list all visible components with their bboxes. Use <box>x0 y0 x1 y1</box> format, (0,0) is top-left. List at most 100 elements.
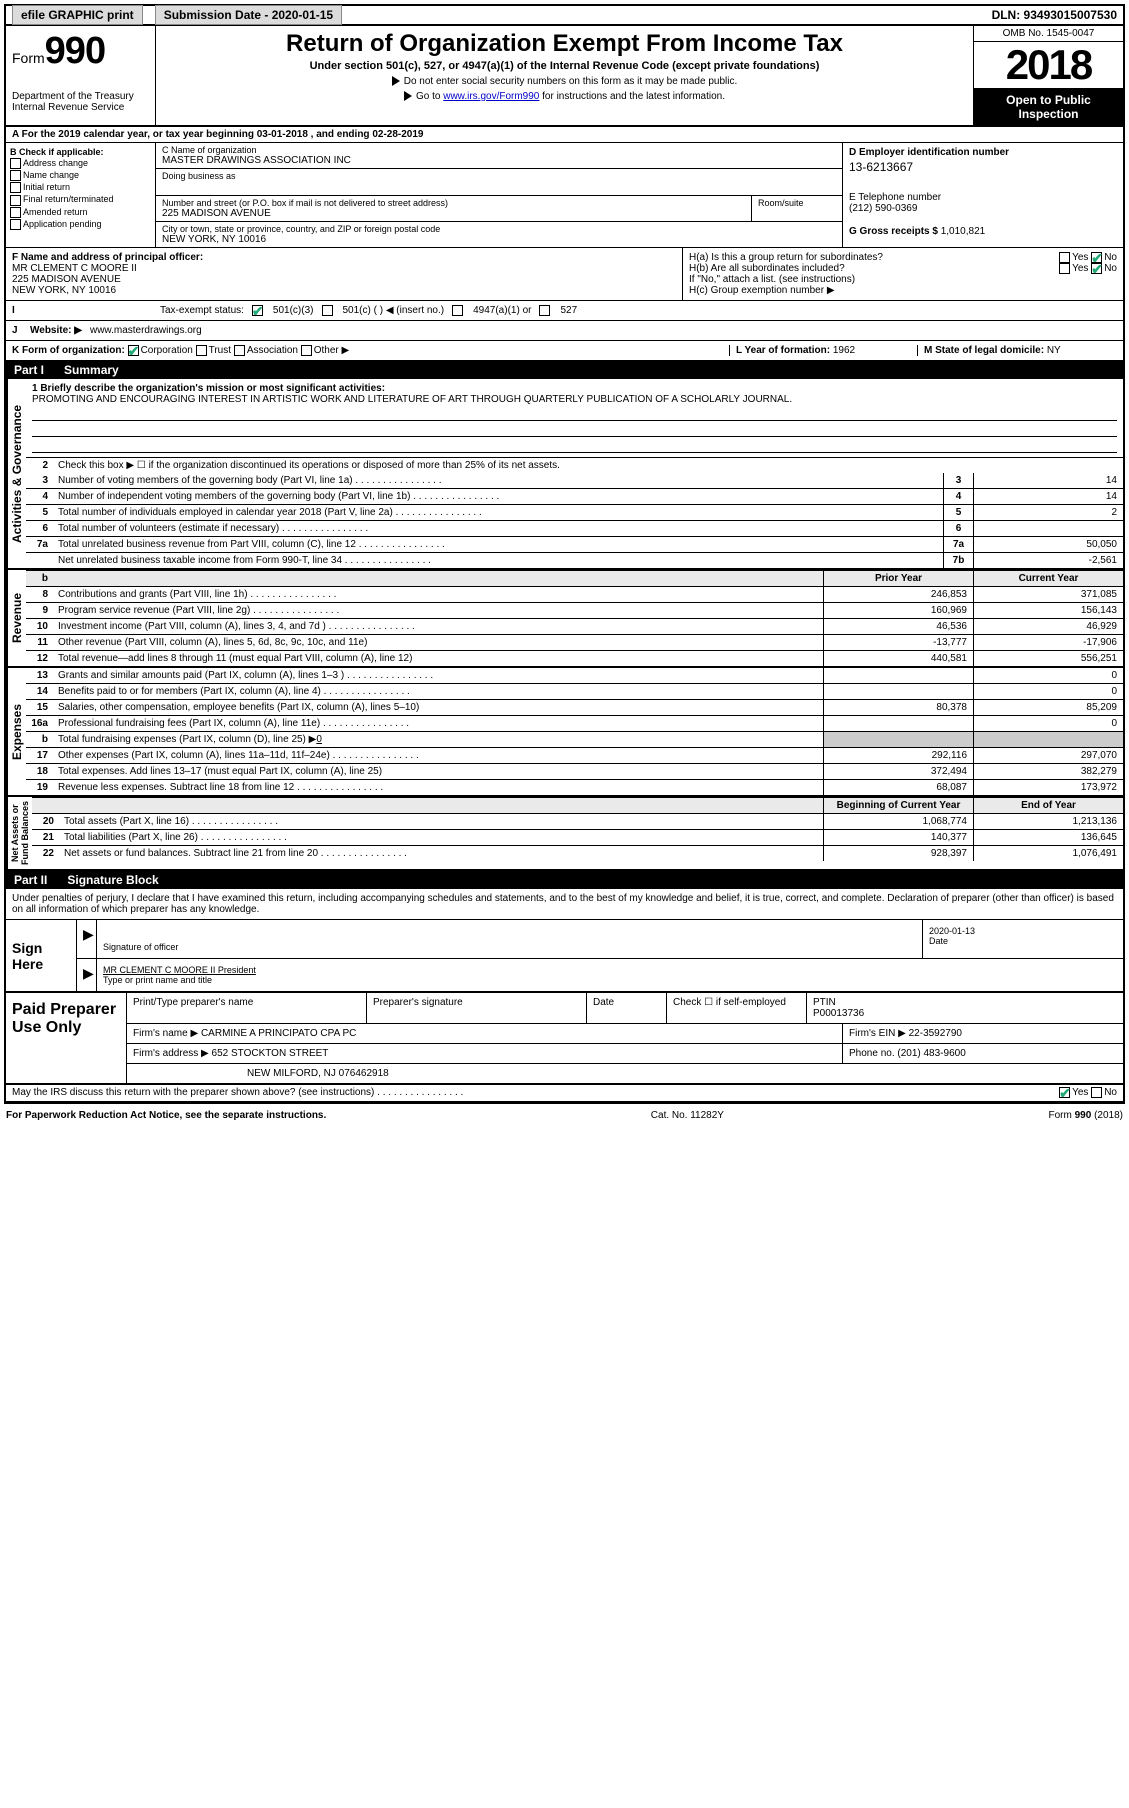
paid-preparer-label: Paid Preparer Use Only <box>6 993 126 1083</box>
part-2-title: Signature Block <box>67 873 158 887</box>
telephone-label: E Telephone number <box>849 192 1117 203</box>
preparer-date-col: Date <box>587 993 667 1023</box>
cb-corporation[interactable] <box>128 345 139 356</box>
org-form-row: K Form of organization: Corporation Trus… <box>6 341 1123 361</box>
firm-ein-label: Firm's EIN ▶ <box>849 1028 906 1039</box>
type-print-label: Type or print name and title <box>103 975 1117 985</box>
val-4: 14 <box>973 489 1123 504</box>
prior-year-header: Prior Year <box>823 571 973 586</box>
py-8: 246,853 <box>823 587 973 602</box>
cy-18: 382,279 <box>973 764 1123 779</box>
instructions-line: Go to www.irs.gov/Form990 for instructio… <box>164 91 965 102</box>
cb-trust[interactable] <box>196 345 207 356</box>
officer-addr2: NEW YORK, NY 10016 <box>12 285 676 296</box>
line-3: Number of voting members of the governin… <box>54 473 943 488</box>
beginning-year-header: Beginning of Current Year <box>823 798 973 813</box>
part-2-header: Part II Signature Block <box>6 871 1123 889</box>
omb-number: OMB No. 1545-0047 <box>974 26 1123 42</box>
cb-name-change[interactable]: Name change <box>10 170 151 181</box>
ein-label: D Employer identification number <box>849 147 1117 158</box>
ha-label: H(a) Is this a group return for subordin… <box>689 252 883 263</box>
k-label: K Form of organization: <box>12 345 125 356</box>
cy-19: 173,972 <box>973 780 1123 795</box>
phone-label: Phone no. <box>849 1048 897 1059</box>
cb-final-return[interactable]: Final return/terminated <box>10 194 151 205</box>
activities-governance-section: Activities & Governance 1 Briefly descri… <box>6 379 1123 570</box>
discuss-no[interactable] <box>1091 1087 1102 1098</box>
paid-preparer-block: Paid Preparer Use Only Print/Type prepar… <box>6 993 1123 1085</box>
cb-amended-return[interactable]: Amended return <box>10 207 151 218</box>
cb-501c[interactable] <box>322 305 333 316</box>
cb-initial-return[interactable]: Initial return <box>10 182 151 193</box>
i-label: I <box>12 305 152 316</box>
firm-addr2: NEW MILFORD, NJ 076462918 <box>127 1064 1123 1083</box>
line-12: Total revenue—add lines 8 through 11 (mu… <box>54 651 823 666</box>
firm-addr-label: Firm's address ▶ <box>133 1048 209 1059</box>
line-14: Benefits paid to or for members (Part IX… <box>54 684 823 699</box>
line-5: Total number of individuals employed in … <box>54 505 943 520</box>
section-deg: D Employer identification number 13-6213… <box>843 143 1123 247</box>
officer-label: F Name and address of principal officer: <box>12 252 676 263</box>
submission-date-button[interactable]: Submission Date - 2020-01-15 <box>155 5 342 25</box>
line-17: Other expenses (Part IX, column (A), lin… <box>54 748 823 763</box>
revenue-section: Revenue b Prior Year Current Year 8Contr… <box>6 570 1123 666</box>
cb-501c3[interactable] <box>252 305 263 316</box>
website-label: Website: ▶ <box>30 325 82 336</box>
j-label: J <box>12 325 22 336</box>
line-2: Check this box ▶ ☐ if the organization d… <box>54 458 1123 473</box>
py-9: 160,969 <box>823 603 973 618</box>
side-activities-governance: Activities & Governance <box>6 379 26 568</box>
city-state-zip: NEW YORK, NY 10016 <box>162 234 836 245</box>
sig-officer-label: Signature of officer <box>103 942 916 952</box>
line-a-tax-year: A For the 2019 calendar year, or tax yea… <box>6 127 1123 143</box>
sign-here-label: Sign Here <box>6 920 76 991</box>
tax-exempt-label: Tax-exempt status: <box>160 305 244 316</box>
line-9: Program service revenue (Part VIII, line… <box>54 603 823 618</box>
cb-application-pending[interactable]: Application pending <box>10 219 151 230</box>
dba-label: Doing business as <box>162 171 836 181</box>
form-990-container: efile GRAPHIC print Submission Date - 20… <box>4 4 1125 1104</box>
val-3: 14 <box>973 473 1123 488</box>
dln-label: DLN: 93493015007530 <box>986 6 1123 24</box>
hb-yes[interactable] <box>1059 263 1070 274</box>
side-revenue: Revenue <box>6 570 26 666</box>
py-14 <box>823 684 973 699</box>
officer-name-title: MR CLEMENT C MOORE II President <box>103 965 1117 975</box>
cb-4947[interactable] <box>452 305 463 316</box>
py-11: -13,777 <box>823 635 973 650</box>
cb-association[interactable] <box>234 345 245 356</box>
py-22: 928,397 <box>823 846 973 861</box>
line-16b: Total fundraising expenses (Part IX, col… <box>54 732 823 747</box>
cat-no: Cat. No. 11282Y <box>651 1110 724 1121</box>
side-expenses: Expenses <box>6 668 26 795</box>
part-1-label: Part I <box>14 363 44 377</box>
cb-527[interactable] <box>539 305 550 316</box>
line-16a: Professional fundraising fees (Part IX, … <box>54 716 823 731</box>
py-20: 1,068,774 <box>823 814 973 829</box>
sign-here-block: Sign Here ▶ Signature of officer 2020-01… <box>6 920 1123 993</box>
sig-date: 2020-01-13 <box>929 926 1117 936</box>
gross-receipts: G Gross receipts $ 1,010,821 <box>849 226 1117 237</box>
hb-no[interactable] <box>1091 263 1102 274</box>
section-bcd-row: B Check if applicable: Address change Na… <box>6 143 1123 248</box>
part-1-title: Summary <box>64 363 119 377</box>
cy-13: 0 <box>973 668 1123 683</box>
cy-17: 297,070 <box>973 748 1123 763</box>
line-15: Salaries, other compensation, employee b… <box>54 700 823 715</box>
irs-link[interactable]: www.irs.gov/Form990 <box>443 91 539 102</box>
ha-yes[interactable] <box>1059 252 1070 263</box>
page-footer: For Paperwork Reduction Act Notice, see … <box>0 1108 1129 1123</box>
end-year-header: End of Year <box>973 798 1123 813</box>
cb-address-change[interactable]: Address change <box>10 158 151 169</box>
py-16a <box>823 716 973 731</box>
tax-year: 2018 <box>974 42 1123 89</box>
form-subtitle: Under section 501(c), 527, or 4947(a)(1)… <box>164 60 965 72</box>
self-employed-check[interactable]: Check ☐ if self-employed <box>667 993 807 1023</box>
discuss-yes[interactable] <box>1059 1087 1070 1098</box>
l-year-label: L Year of formation: <box>736 345 833 356</box>
efile-print-button[interactable]: efile GRAPHIC print <box>12 5 143 25</box>
firm-addr1: 652 STOCKTON STREET <box>212 1048 329 1059</box>
city-label: City or town, state or province, country… <box>162 224 836 234</box>
cb-other[interactable] <box>301 345 312 356</box>
line-7a: Total unrelated business revenue from Pa… <box>54 537 943 552</box>
